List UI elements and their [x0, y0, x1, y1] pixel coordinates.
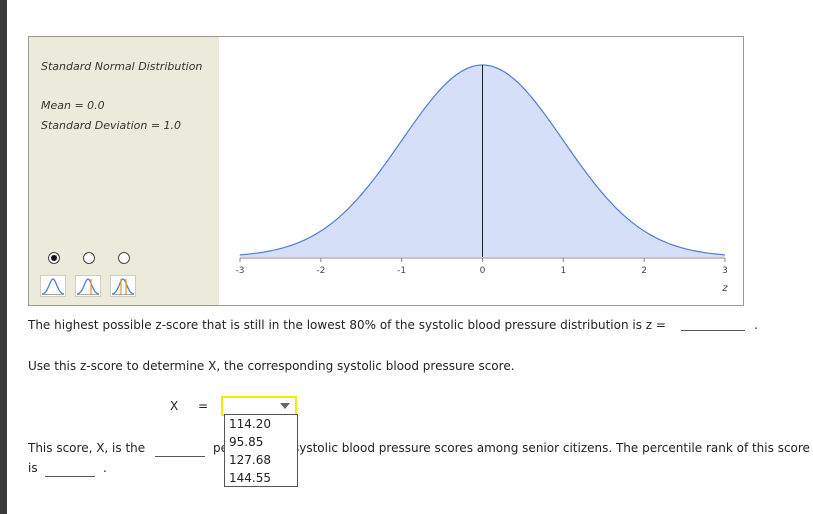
z-score-answer-blank[interactable] — [681, 330, 745, 331]
distribution-applet: Standard Normal Distribution Mean = 0.0 … — [28, 36, 744, 306]
question3-text-end: systolic blood pressure scores among sen… — [293, 441, 810, 455]
curve-icon-two-markers[interactable] — [110, 275, 136, 297]
x-tick-label: -2 — [316, 266, 325, 276]
x-value-options-list: 114.20 95.85 127.68 144.55 — [224, 414, 298, 487]
question3-text-is: is — [28, 461, 38, 475]
dropdown-option[interactable]: 114.20 — [229, 417, 271, 431]
x-tick-label: 0 — [480, 266, 486, 276]
curve-icon-one-marker[interactable] — [75, 275, 101, 297]
x-tick-label: -1 — [397, 266, 406, 276]
mode-radio-two-tail[interactable] — [118, 252, 130, 264]
dropdown-option[interactable]: 144.55 — [229, 471, 271, 485]
dropdown-option[interactable]: 127.68 — [229, 453, 271, 467]
question3-period: . — [103, 461, 107, 475]
x-tick-label: 3 — [722, 266, 728, 276]
x-variable-label: X — [170, 399, 179, 413]
mean-label: Mean = 0.0 — [41, 99, 105, 112]
mode-radio-right-tail[interactable] — [83, 252, 95, 264]
sd-label: Standard Deviation = 1.0 — [41, 119, 182, 132]
distribution-title: Standard Normal Distribution — [41, 60, 203, 73]
percentile-answer-blank[interactable] — [155, 456, 205, 457]
question3-text-start: This score, X, is the — [28, 441, 146, 455]
question1-period: . — [754, 318, 758, 332]
x-axis-label: z — [721, 283, 728, 294]
curve-line — [239, 64, 726, 256]
x-value-dropdown[interactable] — [221, 396, 297, 416]
x-tick-label: 1 — [560, 266, 566, 276]
question2-text: Use this z-score to determine X, the cor… — [28, 359, 515, 373]
mode-radio-left-tail[interactable] — [48, 252, 60, 264]
x-tick-label: -3 — [236, 266, 245, 276]
curve-icon-plain[interactable] — [40, 275, 66, 297]
x-tick-label: 2 — [641, 266, 647, 276]
dropdown-option[interactable]: 95.85 — [229, 435, 264, 449]
applet-info-panel: Standard Normal Distribution Mean = 0.0 … — [29, 37, 219, 305]
window-left-edge — [0, 0, 7, 514]
equals-sign: = — [198, 399, 209, 413]
question1-text: The highest possible z-score that is sti… — [28, 318, 666, 332]
normal-curve-plot: -3 -2 -1 0 1 2 3 z — [236, 64, 728, 294]
chevron-down-icon[interactable] — [280, 403, 290, 409]
percentile-rank-blank[interactable] — [45, 476, 95, 477]
